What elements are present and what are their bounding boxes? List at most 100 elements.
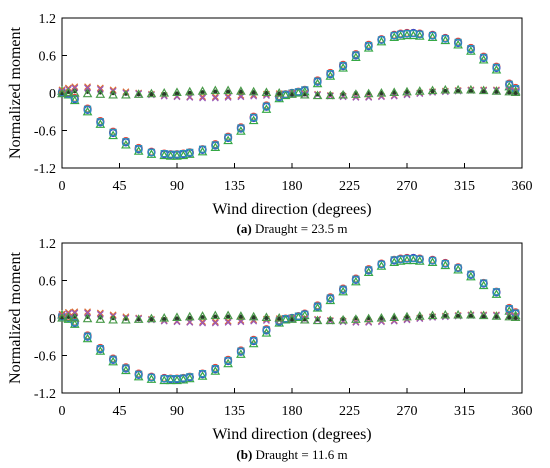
data-point xyxy=(478,280,489,290)
data-point xyxy=(287,89,297,98)
data-point xyxy=(277,91,282,96)
data-point xyxy=(210,310,221,320)
data-point xyxy=(313,302,322,310)
data-point xyxy=(453,309,463,319)
data-point xyxy=(481,314,486,319)
y-axis-label: Normalized moment xyxy=(7,26,24,159)
data-point xyxy=(211,319,219,327)
data-point xyxy=(159,150,170,160)
x-tick-label: 45 xyxy=(113,179,127,194)
data-point xyxy=(210,85,221,95)
data-point xyxy=(492,63,501,71)
data-point xyxy=(108,314,118,324)
data-point xyxy=(146,149,157,158)
x-tick-label: 270 xyxy=(397,404,418,419)
data-point xyxy=(82,106,93,116)
data-point xyxy=(95,346,106,355)
data-point xyxy=(108,356,118,366)
data-point xyxy=(468,88,474,94)
data-point xyxy=(312,78,323,88)
data-point xyxy=(510,312,521,322)
data-point xyxy=(225,89,231,94)
data-point xyxy=(351,52,361,62)
data-point xyxy=(71,318,79,326)
data-point xyxy=(96,345,104,353)
data-point xyxy=(63,87,74,97)
data-point xyxy=(430,88,435,94)
data-point xyxy=(69,95,80,105)
data-point xyxy=(325,71,336,80)
data-point xyxy=(351,276,361,286)
data-point xyxy=(250,336,258,345)
data-point xyxy=(213,89,218,94)
data-point xyxy=(363,313,374,323)
data-point xyxy=(211,141,219,149)
data-point xyxy=(427,310,438,320)
data-point xyxy=(84,84,92,92)
y-axis-label: Normalized moment xyxy=(7,251,24,384)
data-point xyxy=(251,315,256,320)
data-point xyxy=(83,332,92,340)
data-point xyxy=(513,90,518,96)
data-point xyxy=(223,85,233,95)
data-point xyxy=(63,89,74,99)
data-point xyxy=(238,89,244,94)
data-point xyxy=(133,314,144,323)
panel-caption-label: (a) xyxy=(237,221,252,236)
data-point xyxy=(440,309,451,319)
data-point xyxy=(468,313,474,319)
data-point xyxy=(376,87,387,97)
data-point xyxy=(82,333,93,343)
x-tick-label: 90 xyxy=(170,179,184,194)
data-point xyxy=(237,124,245,132)
data-point xyxy=(84,309,92,317)
data-point xyxy=(82,88,93,98)
data-point xyxy=(491,64,502,74)
data-point xyxy=(95,119,106,128)
y-tick-label: 1.2 xyxy=(39,237,57,252)
data-point xyxy=(95,314,106,323)
data-point xyxy=(197,371,208,380)
data-point xyxy=(414,311,425,320)
panel-caption-text: Draught = 11.6 m xyxy=(252,447,347,462)
chart-panel-a: 1.20.60-0.6-1.20 45 90 135 180 225 270 315 360Wi… xyxy=(7,12,533,236)
data-point xyxy=(280,90,291,100)
data-point xyxy=(467,270,475,278)
data-point xyxy=(71,83,79,91)
data-point xyxy=(186,148,194,156)
data-point xyxy=(237,317,245,324)
data-point xyxy=(365,41,373,50)
data-point xyxy=(481,89,486,94)
data-point xyxy=(395,256,406,265)
data-point xyxy=(122,138,130,146)
data-point xyxy=(408,255,419,265)
data-point xyxy=(351,89,361,98)
data-point xyxy=(184,86,195,96)
data-point xyxy=(325,90,336,100)
data-point xyxy=(494,314,499,319)
data-point xyxy=(261,312,272,322)
data-point xyxy=(224,356,232,365)
data-point xyxy=(224,133,232,141)
data-point xyxy=(395,31,406,40)
data-point xyxy=(339,285,347,293)
data-point xyxy=(417,314,422,319)
data-point xyxy=(326,70,334,78)
data-point xyxy=(172,375,182,385)
data-point xyxy=(453,39,463,49)
x-tick-label: 225 xyxy=(339,179,360,194)
data-point xyxy=(264,315,269,321)
data-point xyxy=(248,311,259,321)
data-point xyxy=(162,317,167,322)
data-point xyxy=(178,150,189,160)
data-point xyxy=(390,92,398,100)
x-tick-label: 270 xyxy=(397,179,418,194)
data-point xyxy=(184,149,195,158)
panel-caption-label: (b) xyxy=(236,447,252,462)
data-point xyxy=(172,87,182,97)
data-point xyxy=(402,311,412,321)
data-point xyxy=(237,347,245,355)
data-point xyxy=(280,314,291,324)
data-point xyxy=(121,89,131,99)
y-tick-label: -0.6 xyxy=(34,125,56,140)
